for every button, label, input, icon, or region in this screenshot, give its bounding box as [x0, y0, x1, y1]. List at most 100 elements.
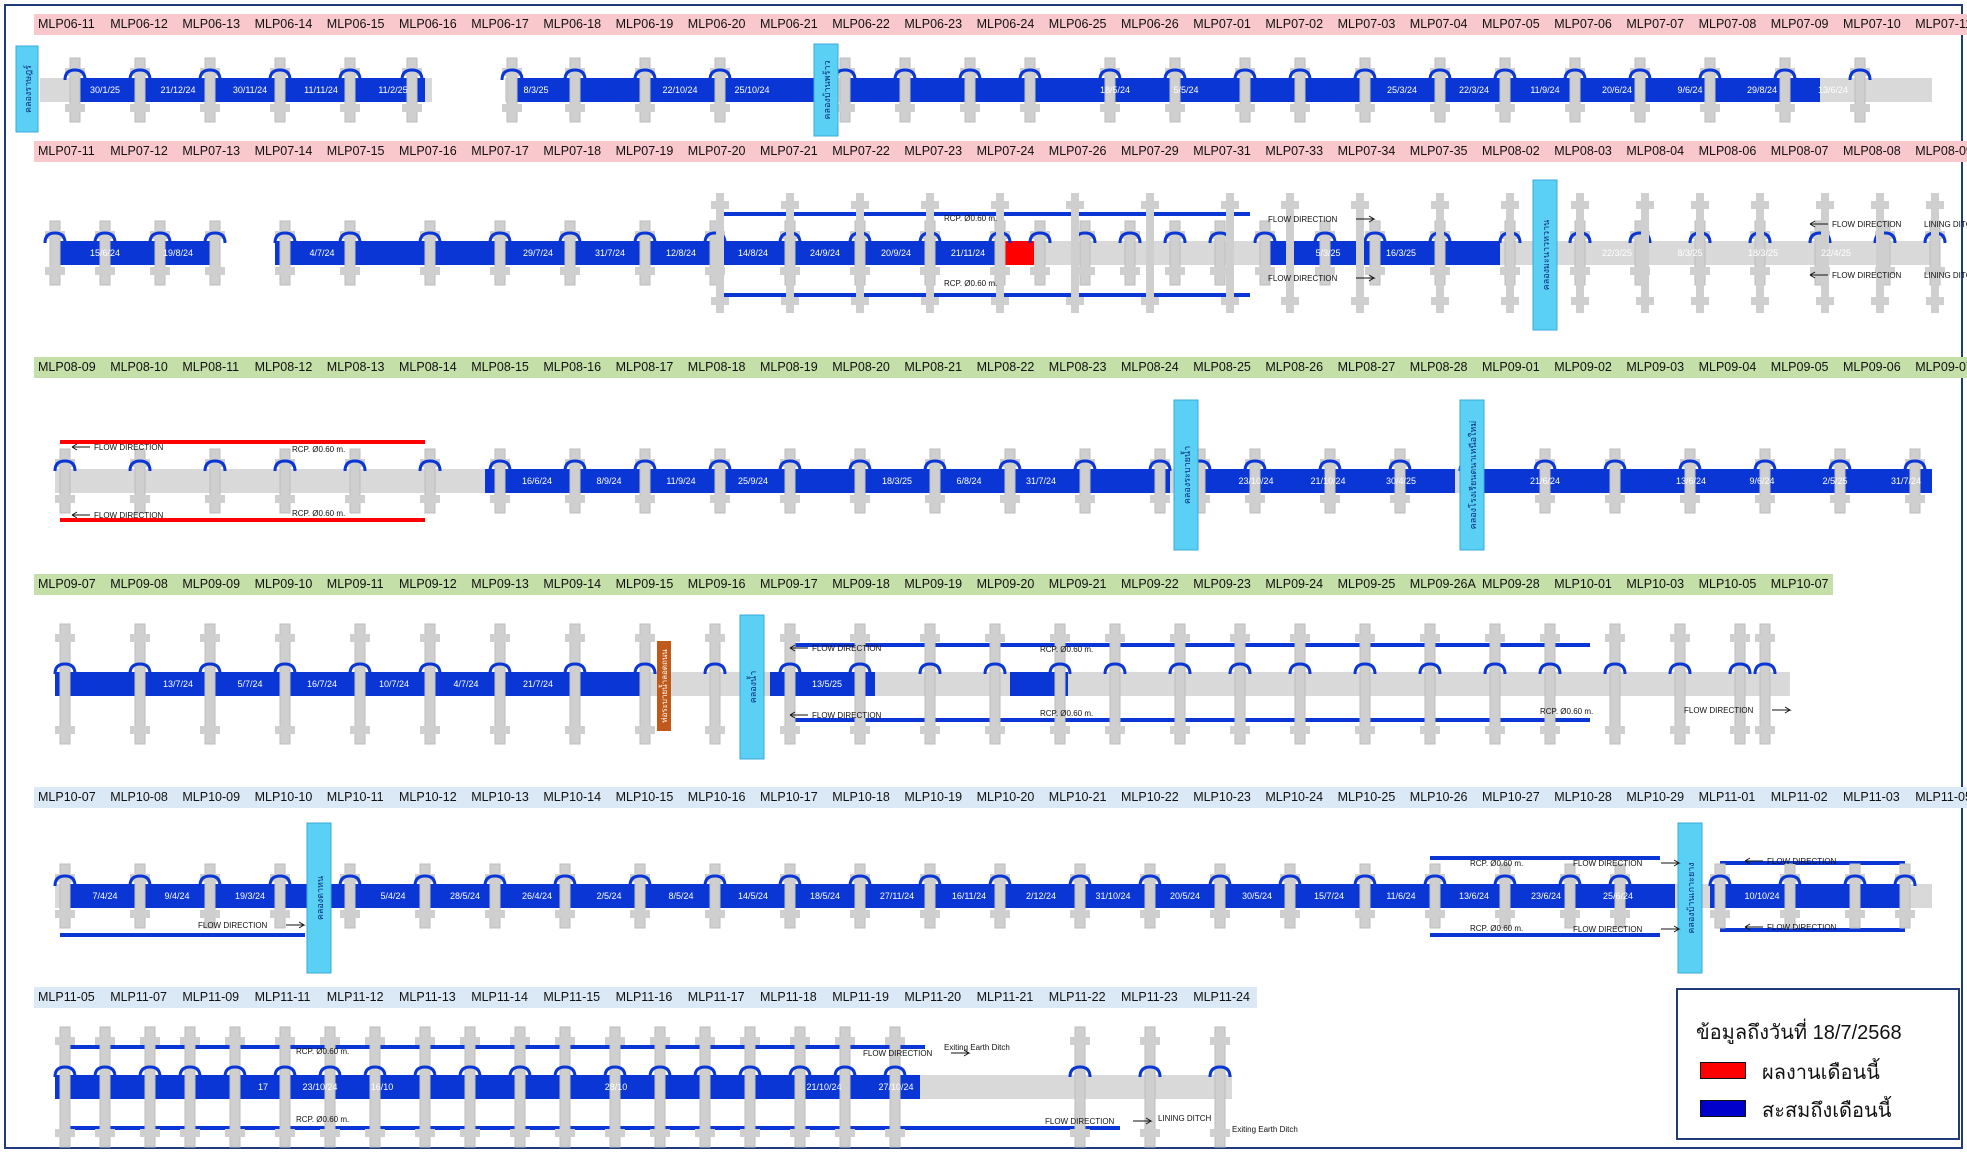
station-label: MLP08-06 [1698, 144, 1757, 158]
manhole-post [198, 623, 222, 745]
station-label: MLP08-13 [326, 360, 385, 374]
canal-name-label: คลองบ้านเกาะยาง [1686, 862, 1696, 933]
station-label: MLP06-18 [543, 17, 602, 31]
station-label: MLP10-11 [326, 790, 384, 804]
manhole-post [338, 863, 362, 929]
completion-date-label: 28/5/24 [450, 891, 480, 901]
rcp-pipe-line [790, 643, 1590, 647]
manhole-post [1903, 448, 1927, 514]
flow-direction-text: FLOW DIRECTION [863, 1049, 933, 1058]
station-label: MLP10-03 [1626, 577, 1685, 591]
manhole-post [1281, 193, 1299, 313]
manhole-post [53, 448, 77, 514]
manhole-post [633, 220, 657, 286]
completion-date-label: 5/4/24 [380, 891, 405, 901]
manhole-post [338, 57, 362, 123]
station-label: MLP09-04 [1698, 360, 1757, 374]
manhole-post [603, 1026, 627, 1148]
station-label: MLP07-10 [1843, 17, 1901, 31]
manhole-post [418, 448, 442, 514]
canal-name-label: คลองมะนาวหวาน [1541, 220, 1551, 291]
rcp-pipe-line [790, 718, 1590, 722]
manhole-post [781, 193, 799, 313]
manhole-post [563, 623, 587, 745]
station-label: MLP07-31 [1193, 144, 1251, 158]
manhole-post [1773, 57, 1797, 123]
completion-date-label: 30/5/24 [1242, 891, 1272, 901]
manhole-post [1163, 220, 1187, 286]
rcp-pipe-line [1430, 933, 1660, 937]
manhole-post [1318, 448, 1342, 514]
manhole-post [738, 1026, 762, 1148]
manhole-post [418, 220, 442, 286]
completion-date-label: 22/3/24 [1459, 85, 1489, 95]
completion-date-label: 25/6/24 [1603, 891, 1633, 901]
rcp-pipe-line [1720, 861, 1905, 865]
completion-date-label: 15/6/24 [90, 248, 120, 258]
station-label: MLP06-20 [687, 17, 746, 31]
manhole-post [848, 448, 872, 514]
station-header-row: MLP10-07 MLP10-08 MLP10-09 MLP10-10 MLP10-11… [34, 787, 1967, 808]
manhole-post [1428, 57, 1452, 123]
manhole-post [833, 1026, 857, 1148]
station-label: MLP10-05 [1698, 577, 1757, 591]
manhole-post [1493, 863, 1517, 929]
completion-date-label: 20/5/24 [1170, 891, 1200, 901]
legend-swatch-month [1700, 1062, 1746, 1079]
station-label: MLP11-17 [687, 990, 745, 1004]
station-label: MLP08-09 [1915, 144, 1967, 158]
manhole-post [53, 1026, 77, 1148]
canal-crossing [1173, 399, 1199, 551]
pipe-completed-segment [75, 78, 425, 102]
flow-direction-label: FLOW DIRECTION [1268, 274, 1376, 283]
manhole-post [1118, 220, 1142, 286]
flow-direction-text: FLOW DIRECTION [1767, 857, 1837, 866]
station-label: MLP08-11 [182, 360, 240, 374]
completion-date-label: 26/4/24 [522, 891, 552, 901]
pipe-completed-segment [1475, 469, 1932, 493]
rcp-pipe-label: RCP. Ø0.60 m. [296, 1115, 349, 1124]
completion-date-label: 12/8/24 [666, 248, 696, 258]
station-label: MLP10-18 [832, 790, 890, 804]
completion-date-label: 9/6/24 [1749, 476, 1774, 486]
manhole-post [363, 1026, 387, 1148]
station-label: MLP08-15 [471, 360, 529, 374]
manhole-post [1501, 193, 1519, 313]
completion-date-label: 2/12/24 [1026, 891, 1056, 901]
canal-crossing [1677, 822, 1703, 974]
manhole-post [198, 57, 222, 123]
manhole-post [1163, 57, 1187, 123]
manhole-post [708, 448, 732, 514]
manhole-post [1048, 623, 1072, 745]
completion-date-label: 31/7/24 [595, 248, 625, 258]
station-label: MLP07-14 [254, 144, 313, 158]
manhole-post [1493, 57, 1517, 123]
manhole-post [991, 193, 1009, 313]
rcp-pipe-label: RCP. Ø0.60 m. [1040, 709, 1093, 718]
station-label: MLP08-24 [1121, 360, 1179, 374]
station-label: MLP10-10 [254, 790, 313, 804]
manhole-post [1628, 220, 1652, 286]
manhole-post [273, 448, 297, 514]
culvert-crossing [657, 641, 671, 731]
manhole-post [1728, 623, 1752, 745]
manhole-post [1233, 57, 1257, 123]
station-label: MLP10-26 [1409, 790, 1468, 804]
station-label: MLP08-22 [976, 360, 1035, 374]
station-label: MLP11-07 [110, 990, 167, 1004]
station-label: MLP11-23 [1121, 990, 1178, 1004]
manhole-post [1708, 863, 1732, 929]
lining-ditch-label: LINING DITC [1924, 271, 1967, 280]
completion-date-label: 28/10 [605, 1082, 628, 1092]
legend-label-cumulative: สะสมถึงเดือนนี้ [1762, 1100, 1892, 1122]
station-label: MLP10-17 [760, 790, 818, 804]
station-label: MLP07-11 [1915, 17, 1967, 31]
completion-date-label: 14/8/24 [738, 248, 768, 258]
station-label: MLP08-04 [1626, 144, 1685, 158]
flow-direction-label: FLOW DIRECTION [1684, 706, 1792, 715]
manhole-post [851, 193, 869, 313]
station-label: MLP07-23 [904, 144, 963, 158]
station-label: MLP09-05 [1770, 360, 1829, 374]
rcp-pipe-line [60, 1126, 1120, 1130]
